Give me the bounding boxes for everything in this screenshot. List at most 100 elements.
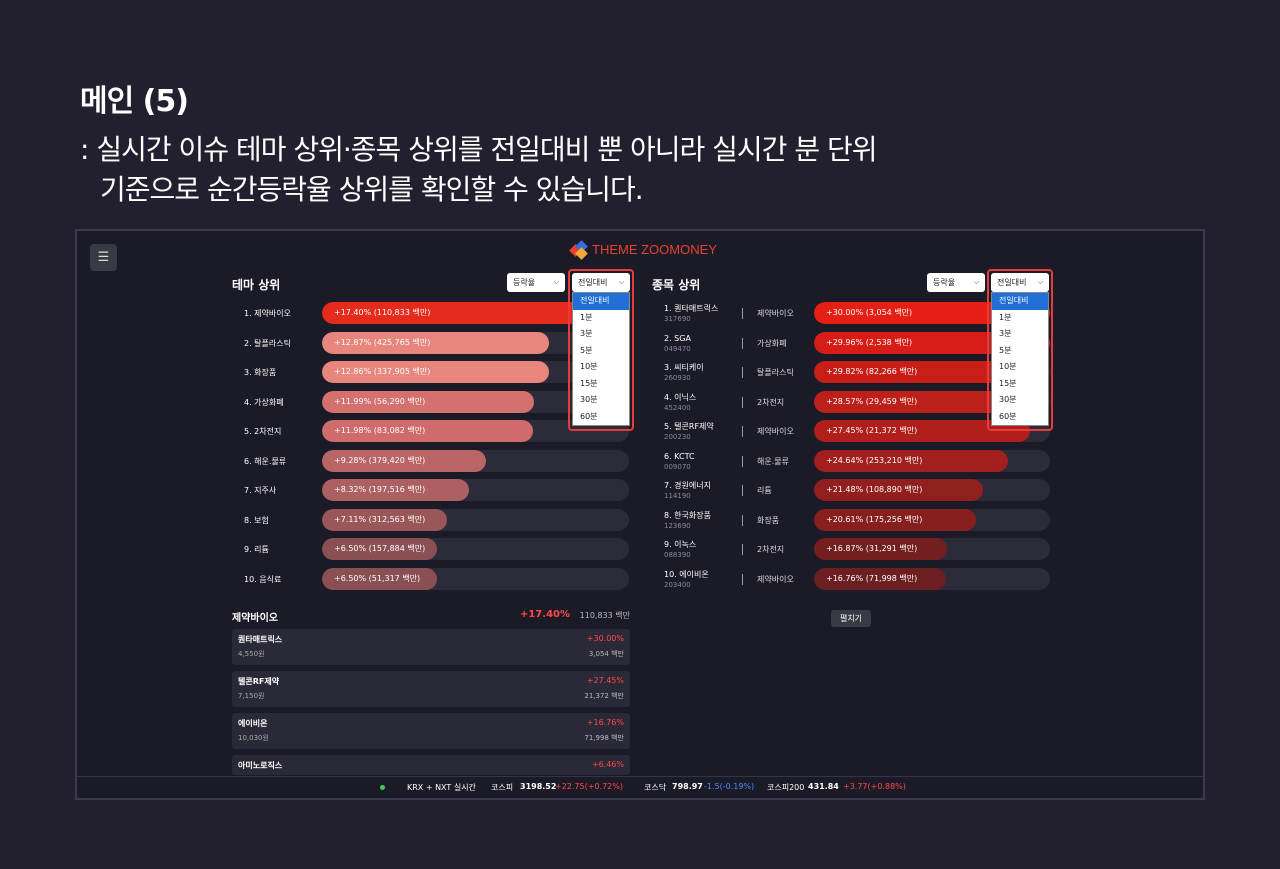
stock-name-text: 3. 씨티케이 bbox=[664, 363, 704, 372]
stock-name[interactable]: 8. 한국화장품 123690 bbox=[664, 511, 711, 531]
theme-bar-label: +6.50% (157,884 백만) bbox=[334, 544, 426, 553]
stock-code: 009070 bbox=[664, 462, 691, 471]
stock-bar-label: +30.00% (3,054 백만) bbox=[826, 308, 913, 317]
theme-name[interactable]: 7. 지주사 bbox=[244, 486, 277, 495]
stock-bar bbox=[814, 420, 1030, 442]
period-option[interactable]: 60분 bbox=[580, 411, 598, 421]
stock-bar bbox=[814, 361, 1049, 383]
theme-bar bbox=[322, 302, 629, 324]
theme-name[interactable]: 5. 2차전지 bbox=[244, 427, 282, 436]
theme-sort-select[interactable]: 등락율 ⌵ bbox=[507, 273, 565, 292]
period-option[interactable]: 30분 bbox=[999, 395, 1017, 404]
stock-name[interactable]: 1. 퀀타매트릭스 317690 bbox=[664, 304, 718, 324]
stock-sort-value: 등락율 bbox=[933, 278, 956, 287]
theme-name[interactable]: 1. 제약바이오 bbox=[244, 309, 291, 318]
ticker-market-label: KRX + NXT 실시간 bbox=[407, 783, 476, 792]
stock-bar-track[interactable]: +16.87% (31,291 백만) bbox=[814, 538, 1050, 560]
stock-theme: 화장품 bbox=[757, 515, 780, 525]
expand-button[interactable]: 펼치기 bbox=[831, 610, 871, 627]
stock-name[interactable]: 7. 경원에너지 114190 bbox=[664, 481, 711, 501]
theme-name[interactable]: 6. 해운.물류 bbox=[244, 456, 287, 466]
stock-theme: 2차전지 bbox=[757, 545, 785, 554]
theme-period-select[interactable]: 전일대비 ⌵ bbox=[572, 273, 630, 292]
theme-period-dropdown[interactable]: 전일대비 1분 3분 5분 10분 15분 30분 60분 bbox=[572, 292, 630, 426]
stock-theme: 가상화폐 bbox=[757, 338, 787, 348]
divider bbox=[742, 337, 743, 349]
period-option[interactable]: 3분 bbox=[999, 329, 1012, 338]
stock-name[interactable]: 6. KCTC 009070 bbox=[664, 452, 695, 472]
app-window: ☰ THEME ZOOMONEY 테마 상위 등락율 ⌵ 전일대비 ⌵ 종목 상위 … bbox=[75, 229, 1205, 800]
theme-bar-track[interactable]: +9.28% (379,420 백만) bbox=[322, 449, 629, 472]
detail-stock-item[interactable]: 아미노로직스 +6.46% bbox=[232, 755, 630, 775]
stock-sort-select[interactable]: 등락율 ⌵ bbox=[927, 273, 985, 292]
divider bbox=[742, 426, 743, 437]
stock-name[interactable]: 5. 텔콘RF제약 200230 bbox=[664, 422, 714, 442]
stock-name[interactable]: 10. 에이비온 203400 bbox=[664, 570, 709, 590]
theme-bar-label: +12.87% (425,765 백만) bbox=[334, 337, 431, 347]
theme-bar bbox=[322, 331, 549, 354]
detail-stock-name: 아미노로직스 bbox=[238, 761, 283, 770]
detail-stock-change: +6.46% bbox=[591, 760, 624, 769]
detail-theme-amount: 110,833 백만 bbox=[579, 611, 630, 620]
kosdaq-change: -1.5(-0.19%) bbox=[704, 782, 755, 791]
period-option[interactable]: 10분 bbox=[999, 362, 1017, 371]
period-option[interactable]: 1분 bbox=[999, 312, 1012, 322]
stock-bar-track[interactable]: +16.76% (71,998 백만) bbox=[814, 567, 1050, 590]
theme-name[interactable]: 2. 탈플라스틱 bbox=[244, 338, 291, 348]
theme-bar-track[interactable]: +12.87% (425,765 백만) bbox=[322, 331, 629, 354]
theme-name[interactable]: 9. 리튬 bbox=[244, 545, 269, 554]
stock-name[interactable]: 2. SGA 049470 bbox=[664, 334, 691, 354]
stock-code: 200230 bbox=[664, 433, 691, 441]
hamburger-menu-icon[interactable]: ☰ bbox=[90, 244, 117, 271]
stock-bar-track[interactable]: +21.48% (108,890 백만) bbox=[814, 479, 1050, 501]
theme-bar-track[interactable]: +11.99% (56,290 백만) bbox=[322, 390, 629, 413]
stock-name[interactable]: 9. 이녹스 088390 bbox=[664, 540, 696, 560]
theme-bar-track[interactable]: +6.50% (51,317 백만) bbox=[322, 567, 629, 590]
period-option[interactable]: 1분 bbox=[580, 312, 593, 322]
theme-bar-label: +8.32% (197,516 백만) bbox=[334, 485, 426, 494]
theme-name[interactable]: 4. 가상화폐 bbox=[244, 397, 284, 407]
theme-bar-track[interactable]: +8.32% (197,516 백만) bbox=[322, 479, 629, 501]
stock-bar-track[interactable]: +20.61% (175,256 백만) bbox=[814, 508, 1050, 531]
period-option[interactable]: 전일대비 bbox=[992, 293, 1048, 310]
theme-bar-label: +11.98% (83,082 백만) bbox=[334, 426, 426, 435]
theme-bar-track[interactable]: +12.86% (337,905 백만) bbox=[322, 361, 629, 383]
theme-bar-track[interactable]: +11.98% (83,082 백만) bbox=[322, 420, 629, 442]
theme-bar-track[interactable]: +7.11% (312,563 백만) bbox=[322, 508, 629, 531]
stock-code: 088390 bbox=[664, 551, 691, 559]
period-option[interactable]: 5분 bbox=[999, 345, 1012, 355]
theme-bar-track[interactable]: +6.50% (157,884 백만) bbox=[322, 538, 629, 560]
detail-stock-price: 10,030원 bbox=[238, 734, 269, 742]
stock-code: 114190 bbox=[664, 492, 691, 500]
theme-bar-track[interactable]: +17.40% (110,833 백만) bbox=[322, 302, 629, 324]
period-option[interactable]: 60분 bbox=[999, 411, 1017, 421]
stock-period-select[interactable]: 전일대비 ⌵ bbox=[991, 273, 1049, 292]
detail-stock-item[interactable]: 텔콘RF제약 7,150원 +27.45% 21,372 백만 bbox=[232, 671, 630, 707]
stock-code: 317690 bbox=[664, 315, 691, 323]
theme-name[interactable]: 8. 보험 bbox=[244, 515, 269, 525]
stock-panel-title: 종목 상위 bbox=[652, 278, 701, 292]
period-option[interactable]: 10분 bbox=[580, 362, 598, 371]
stock-bar-track[interactable]: +24.64% (253,210 백만) bbox=[814, 449, 1050, 472]
detail-stock-item[interactable]: 퀀타매트릭스 4,550원 +30.00% 3,054 백만 bbox=[232, 629, 630, 665]
period-option[interactable]: 15분 bbox=[999, 378, 1017, 388]
logo[interactable]: THEME ZOOMONEY bbox=[569, 240, 717, 260]
theme-bar bbox=[322, 420, 533, 442]
period-option[interactable]: 15분 bbox=[580, 378, 598, 388]
period-option[interactable]: 3분 bbox=[580, 329, 593, 338]
detail-stock-item[interactable]: 에이비온 10,030원 +16.76% 71,998 백만 bbox=[232, 713, 630, 749]
period-option[interactable]: 전일대비 bbox=[573, 293, 629, 310]
stock-name[interactable]: 4. 이닉스 452400 bbox=[664, 393, 696, 413]
stock-name[interactable]: 3. 씨티케이 260930 bbox=[664, 363, 704, 383]
divider bbox=[742, 544, 743, 555]
stock-period-dropdown[interactable]: 전일대비 1분 3분 5분 10분 15분 30분 60분 bbox=[991, 292, 1049, 426]
stock-theme: 리튬 bbox=[757, 486, 772, 495]
logo-mark-icon bbox=[569, 240, 588, 260]
theme-name[interactable]: 10. 음식료 bbox=[244, 574, 282, 584]
period-option[interactable]: 5분 bbox=[580, 345, 593, 355]
theme-bar bbox=[322, 361, 549, 383]
theme-name[interactable]: 3. 화장품 bbox=[244, 368, 277, 377]
period-option[interactable]: 30분 bbox=[580, 395, 598, 404]
live-status-icon bbox=[380, 785, 385, 790]
stock-theme: 제약바이오 bbox=[757, 574, 794, 584]
